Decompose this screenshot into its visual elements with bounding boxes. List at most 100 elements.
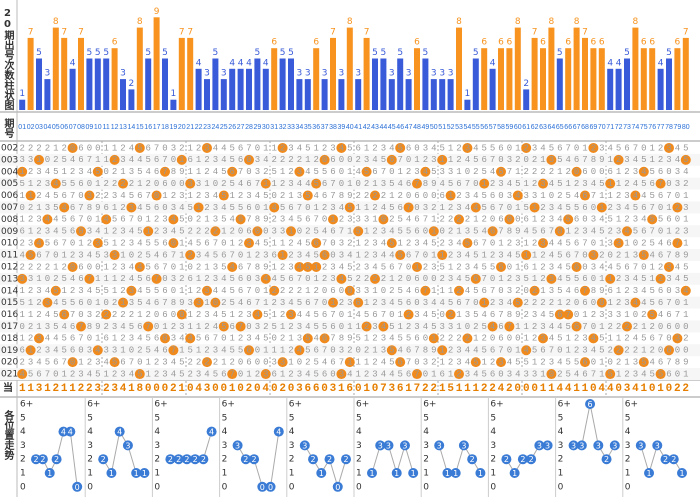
- trend-tick-label: 6+: [222, 400, 235, 410]
- header-label: 期号: [2, 117, 14, 139]
- bar-value-label: 3: [45, 69, 51, 79]
- trend-point: [299, 440, 310, 451]
- hit-marker: [605, 369, 616, 380]
- trend-tick-label: 1: [356, 469, 362, 479]
- bar: [573, 27, 580, 111]
- hit-marker: [571, 261, 582, 272]
- trend-point: [391, 468, 402, 478]
- hit-marker: [185, 333, 196, 344]
- trend-point: [206, 426, 217, 437]
- hit-marker: [84, 273, 95, 284]
- bar-value-label: 1: [19, 89, 25, 99]
- trend-label: 各位置走势: [2, 409, 15, 461]
- bar-value-label: 6: [414, 38, 420, 48]
- bar: [27, 37, 34, 110]
- trend-tick-label: 0: [20, 482, 26, 492]
- bar: [640, 48, 647, 110]
- hit-marker: [462, 142, 473, 153]
- column-number: 18: [161, 124, 169, 131]
- hit-marker: [67, 357, 78, 368]
- bar: [61, 37, 68, 110]
- hit-marker: [420, 166, 431, 177]
- hit-marker: [101, 309, 112, 320]
- bar-value-label: 5: [103, 48, 109, 58]
- hit-marker: [294, 166, 305, 177]
- hit-marker: [260, 273, 271, 284]
- bar-value-label: 3: [355, 69, 361, 79]
- trend-tick-label: 1: [289, 469, 295, 479]
- hit-marker: [50, 178, 61, 189]
- hit-marker: [244, 238, 254, 249]
- row-label: 006: [1, 191, 18, 201]
- hit-marker: [244, 345, 254, 356]
- hit-marker: [277, 250, 288, 261]
- column-number: 44: [380, 124, 388, 131]
- trend-tick-label: 0: [558, 482, 564, 492]
- hit-marker: [445, 309, 456, 320]
- hit-marker: [412, 178, 422, 189]
- trend-point-label: 3: [537, 441, 542, 450]
- hit-marker: [344, 357, 355, 368]
- hit-marker: [311, 261, 322, 272]
- hit-marker: [571, 166, 582, 177]
- trend-point-label: 0: [268, 483, 273, 492]
- trend-point-label: 2: [168, 455, 173, 464]
- bar-value-label: 8: [456, 17, 462, 27]
- column-number: 07: [69, 124, 77, 131]
- hit-marker: [210, 226, 221, 237]
- bar-value-label: 3: [406, 69, 412, 79]
- trend-tick-label: 2: [20, 455, 26, 465]
- hit-marker: [638, 166, 649, 177]
- hit-marker: [109, 357, 120, 368]
- row-label: 008: [1, 215, 18, 225]
- hit-marker: [269, 202, 280, 213]
- bar: [279, 58, 286, 110]
- trend-point-label: 2: [604, 455, 609, 464]
- bar: [624, 58, 630, 110]
- trend-tick-label: 2: [625, 455, 631, 465]
- bar-value-label: 7: [179, 27, 185, 37]
- hit-marker: [596, 297, 607, 308]
- hit-marker: [454, 369, 464, 380]
- bar-value-label: 3: [297, 69, 303, 79]
- current-digits: 1511122420: [439, 383, 521, 395]
- column-number: 25: [220, 124, 228, 131]
- hit-marker: [613, 345, 624, 356]
- hit-marker: [134, 369, 145, 380]
- hit-marker: [109, 250, 120, 261]
- trend-tick-label: 3: [87, 441, 93, 451]
- trend-point: [442, 468, 453, 478]
- hit-marker: [605, 178, 616, 189]
- hit-marker: [210, 297, 221, 308]
- bar: [523, 89, 530, 110]
- hit-marker: [25, 345, 36, 356]
- column-number: 53: [455, 124, 463, 131]
- bar-section-label: 20期出号次数柱状图: [2, 8, 14, 111]
- hit-marker: [92, 345, 103, 356]
- hit-marker: [588, 333, 599, 344]
- hit-marker: [580, 285, 590, 296]
- bar-value-label: 8: [347, 17, 353, 27]
- bar: [372, 58, 378, 110]
- trend-point-label: 4: [68, 428, 73, 437]
- trend-point-label: 1: [512, 469, 517, 478]
- trend-tick-label: 5: [222, 413, 228, 423]
- trend-tick-label: 0: [222, 482, 228, 492]
- trend-point: [265, 481, 276, 492]
- bar-value-label: 5: [557, 48, 563, 58]
- hit-marker: [454, 285, 464, 296]
- bar-value-label: 3: [389, 69, 395, 79]
- bar: [321, 79, 328, 110]
- hit-marker: [361, 321, 372, 332]
- hit-marker: [496, 261, 506, 272]
- hit-marker: [571, 321, 582, 332]
- bar-value-label: 6: [112, 38, 118, 48]
- trend-tick-label: 4: [356, 427, 362, 437]
- trend-tick-label: 0: [154, 482, 160, 492]
- bar-value-label: 7: [683, 27, 689, 37]
- trend-tick-label: 1: [490, 469, 496, 479]
- hit-marker: [101, 214, 112, 225]
- trend-tick-label: 3: [289, 441, 295, 451]
- hit-marker: [34, 238, 44, 249]
- trend-tick-label: 2: [87, 455, 93, 465]
